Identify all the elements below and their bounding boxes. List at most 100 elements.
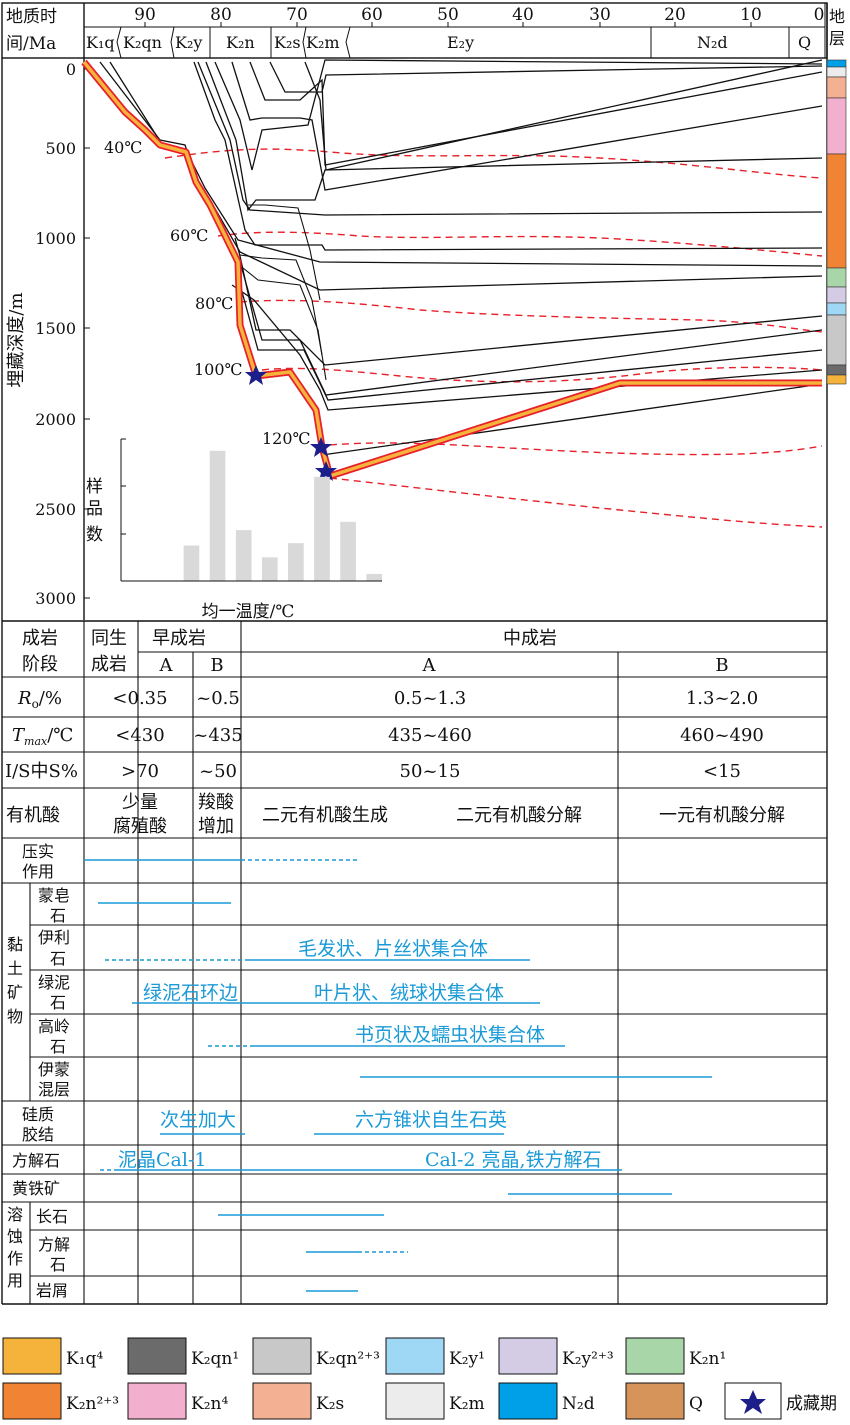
depth-tick: 1500: [35, 319, 76, 338]
kaolinite-label: 石: [50, 1037, 66, 1056]
illite-label: 伊利: [38, 928, 70, 947]
histogram-bar: [209, 450, 226, 581]
chlorite-note-1: 绿泥石环边: [143, 982, 238, 1004]
kaolinite-note: 书页状及蠕虫状集合体: [355, 1024, 545, 1046]
tmax-value: 460~490: [680, 725, 764, 746]
ro-value: 1.3~2.0: [686, 688, 758, 709]
histogram-bars: [183, 450, 382, 581]
unit-label: K₂s: [274, 33, 301, 52]
diss-calcite-label: 方解: [38, 1235, 70, 1254]
tmax-value: <430: [115, 725, 164, 746]
ro-value: 0.5~1.3: [394, 688, 466, 709]
time-tick: 70: [286, 5, 308, 25]
early-diagenesis: 早成岩: [152, 628, 206, 649]
dissolution-group: 作: [7, 1249, 23, 1268]
histogram-bar: [183, 545, 200, 581]
legend-label: K₂m: [449, 1394, 485, 1414]
y-axis-label: 埋藏深度/m: [6, 292, 27, 387]
unit-label: K₂m: [306, 33, 340, 52]
compaction-label: 作用: [22, 862, 54, 881]
calcite-note-1: 泥晶Cal-1: [118, 1149, 206, 1171]
time-tick: 10: [740, 5, 762, 25]
hist-title-char: 品: [86, 499, 103, 519]
histogram-bar: [366, 573, 382, 581]
isotherm-label: 60℃: [170, 226, 208, 245]
illite-label: 石: [50, 949, 66, 968]
is-value: ~50: [199, 761, 237, 782]
depth-tick: 1000: [35, 229, 76, 248]
dissolution-group: 溶: [7, 1205, 23, 1224]
unit-label: N₂d: [697, 33, 728, 52]
is-mixed-label: 混层: [38, 1080, 70, 1099]
time-tick: 30: [589, 5, 611, 25]
accumulation-star: [310, 437, 332, 457]
legend-accumulation-label: 成藏期: [786, 1394, 837, 1414]
feldspar-label: 长石: [36, 1207, 68, 1226]
debris-label: 岩屑: [36, 1281, 68, 1300]
legend-swatch: [127, 1337, 187, 1375]
pyrite-label: 黄铁矿: [12, 1179, 60, 1198]
kaolinite-label: 高岭: [38, 1017, 70, 1036]
burial-curves: [99, 59, 823, 456]
compaction-label: 压实: [22, 842, 54, 861]
time-tick: 60: [361, 5, 383, 25]
strata-column: [826, 59, 847, 385]
silica-note-2: 六方锥状自生石英: [355, 1109, 507, 1131]
depth-tick: 3000: [35, 589, 76, 608]
range-lines: [84, 859, 712, 1292]
sub-stage: A: [422, 655, 437, 676]
legend-swatch: [127, 1382, 187, 1420]
tmax-value: ~435: [193, 725, 242, 746]
chlorite-label: 石: [50, 993, 66, 1012]
mid-diagenesis: 中成岩: [503, 628, 557, 649]
legend-label: K₂y²⁺³: [562, 1349, 614, 1369]
time-tick: 0: [814, 5, 825, 25]
time-tick: 80: [210, 5, 232, 25]
accumulation-stars: [245, 365, 337, 481]
acid-value: 少量: [122, 792, 158, 813]
legend-swatch: [498, 1382, 558, 1420]
isotherm-label: 40℃: [104, 138, 142, 157]
acid-value: 腐殖酸: [113, 815, 167, 837]
ro-label: Ro/%: [17, 688, 62, 711]
depth-tick: 2000: [35, 410, 76, 429]
acid-value: 一元有机酸分解: [659, 805, 785, 826]
chlorite-note-2: 叶片状、绒球状集合体: [314, 982, 504, 1004]
legend-swatch: [385, 1382, 445, 1420]
time-header: 地质时 间/Ma 90 80 70 60 50 40 30 20 10 0: [1, 2, 845, 620]
legend-swatch: [385, 1337, 445, 1375]
accumulation-star: [315, 461, 337, 481]
dissolution-group: 用: [7, 1271, 23, 1290]
depth-tick: 500: [45, 139, 76, 158]
legend-labels: K₁q⁴ K₂qn¹ K₂qn²⁺³ K₂y¹ K₂y²⁺³ K₂n¹ K₂n²…: [66, 1349, 837, 1414]
depth-tick: 0: [66, 60, 76, 79]
time-tick: 50: [437, 5, 459, 25]
stage-header: 阶段: [22, 654, 58, 675]
histogram-bar: [235, 530, 252, 581]
legend-label: K₂qn¹: [191, 1349, 239, 1369]
clay-group: 土: [7, 959, 23, 978]
unit-label: K₂n: [226, 33, 255, 52]
histogram-bar: [314, 476, 330, 581]
histogram-bar: [340, 521, 356, 581]
is-value: <15: [703, 761, 741, 782]
is-label: I/S中S%: [5, 761, 78, 782]
smectite-label: 石: [50, 906, 66, 925]
legend-label: Q: [689, 1394, 703, 1414]
strata-label-1: 地: [829, 7, 845, 26]
tmax-label: Tmax/℃: [12, 725, 73, 748]
time-tick: 40: [512, 5, 534, 25]
unit-label: K₂y: [175, 33, 202, 52]
calcite-label: 方解石: [12, 1151, 60, 1170]
unit-label: Q: [798, 33, 811, 52]
table-row-labels: 压实 作用 黏 土 矿 物 蒙皂 石 伊利 石 绿泥 石 高岭 石 伊蒙 混层 …: [7, 842, 70, 1300]
syn-header: 成岩: [91, 654, 127, 675]
legend-label: K₁q⁴: [66, 1349, 103, 1369]
acid-value: 羧酸: [198, 792, 234, 813]
histogram-bar: [261, 557, 278, 581]
clay-group: 物: [7, 1007, 23, 1026]
burial-history-plot: 埋藏深度/m 0 500 1000 1500 2000 2500 3000: [1, 3, 847, 1304]
silica-note-1: 次生加大: [160, 1109, 236, 1131]
acid-label: 有机酸: [6, 805, 60, 826]
isotherm-label: 120℃: [262, 429, 310, 448]
